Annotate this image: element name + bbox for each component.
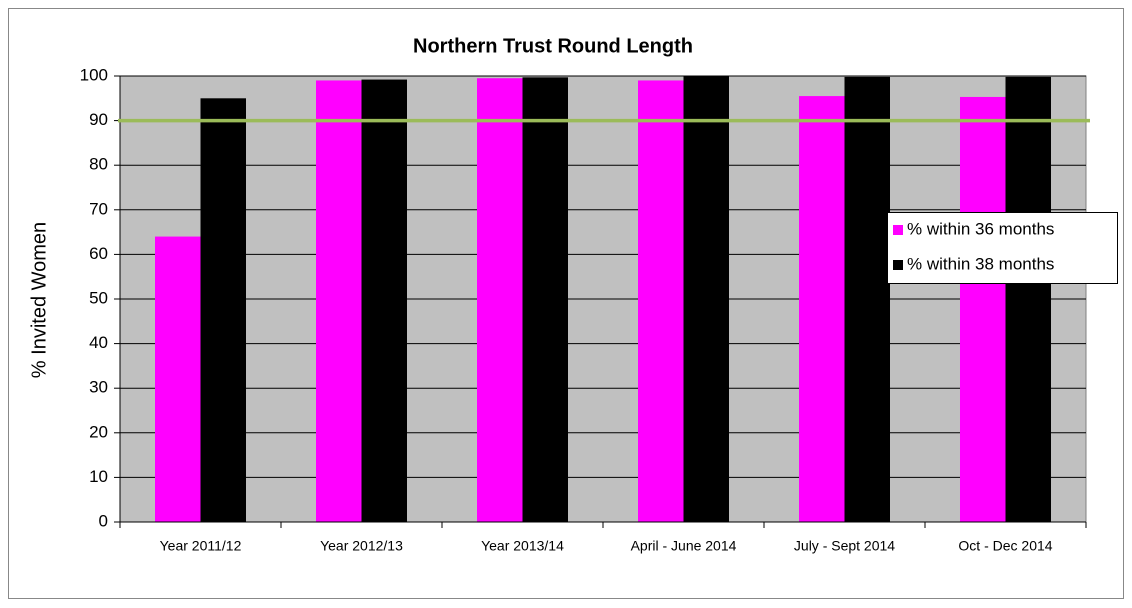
- legend-box: [887, 212, 1118, 284]
- y-tick-label: 100: [80, 65, 108, 84]
- bar: [477, 78, 523, 522]
- legend-swatch: [893, 260, 903, 270]
- y-axis-label: % Invited Women: [28, 222, 50, 378]
- bar: [155, 236, 201, 522]
- bar: [316, 80, 362, 523]
- legend-label: % within 36 months: [907, 219, 1054, 238]
- bar: [200, 98, 246, 523]
- x-tick-label: Year 2011/12: [160, 538, 242, 554]
- y-tick-label: 50: [89, 288, 108, 307]
- y-tick-label: 10: [89, 467, 108, 486]
- y-tick-label: 40: [89, 333, 108, 352]
- bar: [683, 76, 729, 522]
- legend-label: % within 38 months: [907, 254, 1054, 273]
- y-tick-label: 20: [89, 422, 108, 441]
- legend: % within 36 months % within 38 months: [887, 212, 1118, 284]
- legend-swatch: [893, 225, 903, 235]
- y-tick-label: 90: [89, 110, 108, 129]
- x-tick-label: Oct - Dec 2014: [958, 538, 1052, 554]
- x-tick-label: Year 2013/14: [481, 538, 564, 554]
- x-tick-label: Year 2012/13: [320, 538, 403, 554]
- chart-title: Northern Trust Round Length: [413, 35, 693, 57]
- bar: [1005, 76, 1051, 522]
- y-tick-label: 30: [89, 378, 108, 397]
- bar: [844, 76, 890, 522]
- bar: [361, 79, 407, 523]
- bar: [638, 80, 684, 523]
- x-tick-label: July - Sept 2014: [794, 538, 895, 554]
- x-tick-label: April - June 2014: [631, 538, 737, 554]
- bar: [799, 96, 845, 522]
- y-tick-label: 0: [99, 511, 108, 530]
- bar: [522, 77, 568, 522]
- y-tick-label: 80: [89, 155, 108, 174]
- y-tick-label: 70: [89, 199, 108, 218]
- bar: [960, 96, 1006, 522]
- y-tick-label: 60: [89, 244, 108, 263]
